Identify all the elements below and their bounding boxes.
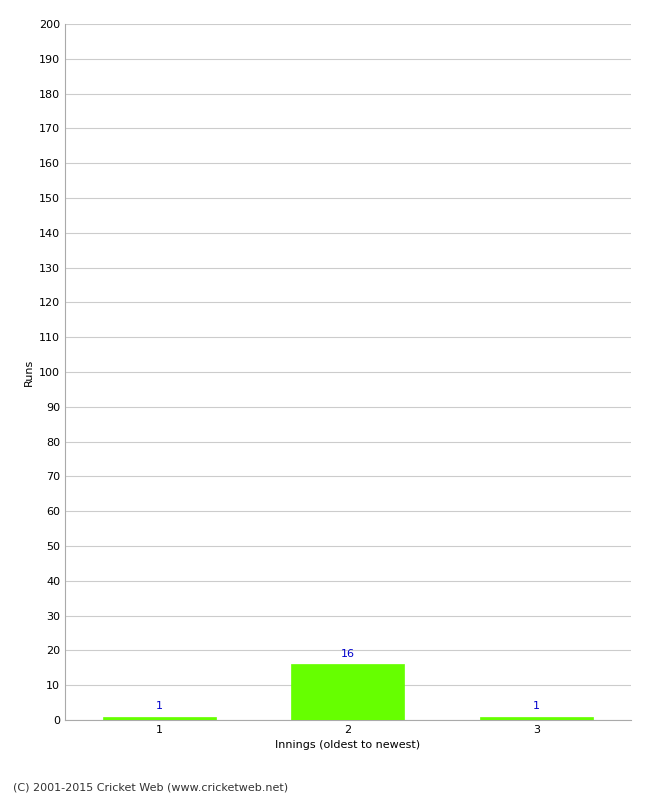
Bar (103, 717, 216, 720)
Y-axis label: Runs: Runs (23, 358, 33, 386)
Text: 16: 16 (341, 649, 355, 659)
X-axis label: Innings (oldest to newest): Innings (oldest to newest) (275, 741, 421, 750)
Bar (480, 717, 593, 720)
Text: 1: 1 (156, 702, 162, 711)
Text: 1: 1 (533, 702, 540, 711)
Bar (291, 664, 404, 720)
Text: (C) 2001-2015 Cricket Web (www.cricketweb.net): (C) 2001-2015 Cricket Web (www.cricketwe… (13, 782, 288, 792)
